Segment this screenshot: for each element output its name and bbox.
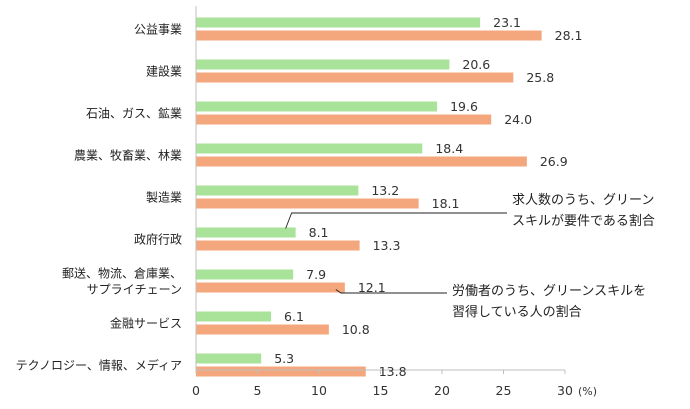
- x-tick-label-20: 20: [434, 383, 450, 398]
- bar-series2-6: [196, 240, 360, 251]
- x-tick-label-30: 30: [557, 383, 573, 398]
- value-label-series1-9: 5.3: [274, 351, 294, 366]
- annotation-1-line1: 求人数のうち、グリーン: [512, 193, 654, 208]
- bar-series1-5: [196, 185, 359, 196]
- bar-series1-1: [196, 17, 481, 28]
- bar-series2-9: [196, 366, 366, 377]
- bar-series2-8: [196, 324, 329, 335]
- value-label-series1-5: 13.2: [371, 183, 399, 198]
- value-label-series2-6: 13.3: [373, 238, 401, 253]
- x-tick-label-15: 15: [373, 383, 389, 398]
- value-label-series2-9: 13.8: [379, 364, 407, 379]
- bar-series1-8: [196, 311, 272, 322]
- bar-series1-9: [196, 353, 262, 364]
- value-label-series2-5: 18.1: [432, 196, 460, 211]
- category-label-7-line2: サプライチェーン: [87, 283, 182, 297]
- category-label-5: 製造業: [146, 191, 182, 205]
- bar-series1-4: [196, 143, 423, 154]
- annotation-leader-1: [285, 212, 507, 229]
- x-tick-label-25: 25: [496, 383, 512, 398]
- category-label-7-line1: 郵送、物流、倉庫業、: [62, 266, 182, 281]
- value-label-series2-4: 26.9: [540, 154, 568, 169]
- bar-series2-7: [196, 282, 345, 293]
- x-tick-label-0: 0: [192, 383, 200, 398]
- category-label-1: 公益事業: [134, 23, 182, 37]
- annotation-2-line1: 労働者のうち、グリーンスキルを: [452, 284, 646, 299]
- x-tick-label-10: 10: [311, 383, 327, 398]
- value-label-series1-7: 7.9: [306, 267, 326, 282]
- x-tick-label-5: 5: [254, 383, 262, 398]
- bar-series1-2: [196, 59, 450, 70]
- value-label-series1-2: 20.6: [462, 57, 490, 72]
- annotation-1-line2: スキルが要件である割合: [512, 213, 655, 229]
- annotation-2-line2: 習得している人の割合: [452, 304, 582, 320]
- value-label-series2-8: 10.8: [342, 322, 370, 337]
- bar-series1-6: [196, 227, 296, 238]
- category-labels: 公益事業建設業石油、ガス、鉱業農業、牧畜業、林業製造業政府行政郵送、物流、倉庫業…: [16, 23, 182, 373]
- x-axis: 0 5 10 15 20 25 30 (%): [192, 6, 597, 398]
- category-label-8: 金融サービス: [110, 316, 182, 331]
- bar-series2-1: [196, 30, 542, 41]
- value-label-series2-3: 24.0: [504, 112, 532, 127]
- bar-series2-5: [196, 198, 419, 209]
- bar-series2-2: [196, 72, 514, 83]
- category-label-9: テクノロジー、情報、メディア: [16, 358, 182, 373]
- bar-series2-4: [196, 156, 527, 167]
- x-axis-unit: (%): [578, 385, 597, 398]
- value-label-series2-1: 28.1: [555, 28, 583, 43]
- bar-series2-3: [196, 114, 492, 125]
- category-label-2: 建設業: [146, 64, 182, 79]
- value-label-series1-4: 18.4: [435, 141, 463, 156]
- value-label-series1-1: 23.1: [493, 15, 521, 30]
- value-labels: 23.1 28.1 20.6 25.8 19.6 24.0 18.4 26.9 13.2 18.1…: [274, 15, 582, 379]
- bars-group: [196, 17, 542, 377]
- value-label-series2-7: 12.1: [358, 280, 386, 295]
- category-label-6: 政府行政: [134, 232, 182, 247]
- value-label-series2-2: 25.8: [526, 70, 554, 85]
- annotation-leader-2: [335, 289, 447, 294]
- bar-series1-3: [196, 101, 438, 112]
- value-label-series1-3: 19.6: [450, 99, 478, 114]
- category-label-3: 石油、ガス、鉱業: [86, 106, 182, 121]
- bar-series1-7: [196, 269, 294, 280]
- value-label-series1-8: 6.1: [284, 309, 304, 324]
- annotations: 求人数のうち、グリーンスキルが要件である割合労働者のうち、グリーンスキルを習得し…: [285, 193, 655, 320]
- category-label-4: 農業、牧畜業、林業: [74, 148, 182, 163]
- value-label-series1-6: 8.1: [309, 225, 329, 240]
